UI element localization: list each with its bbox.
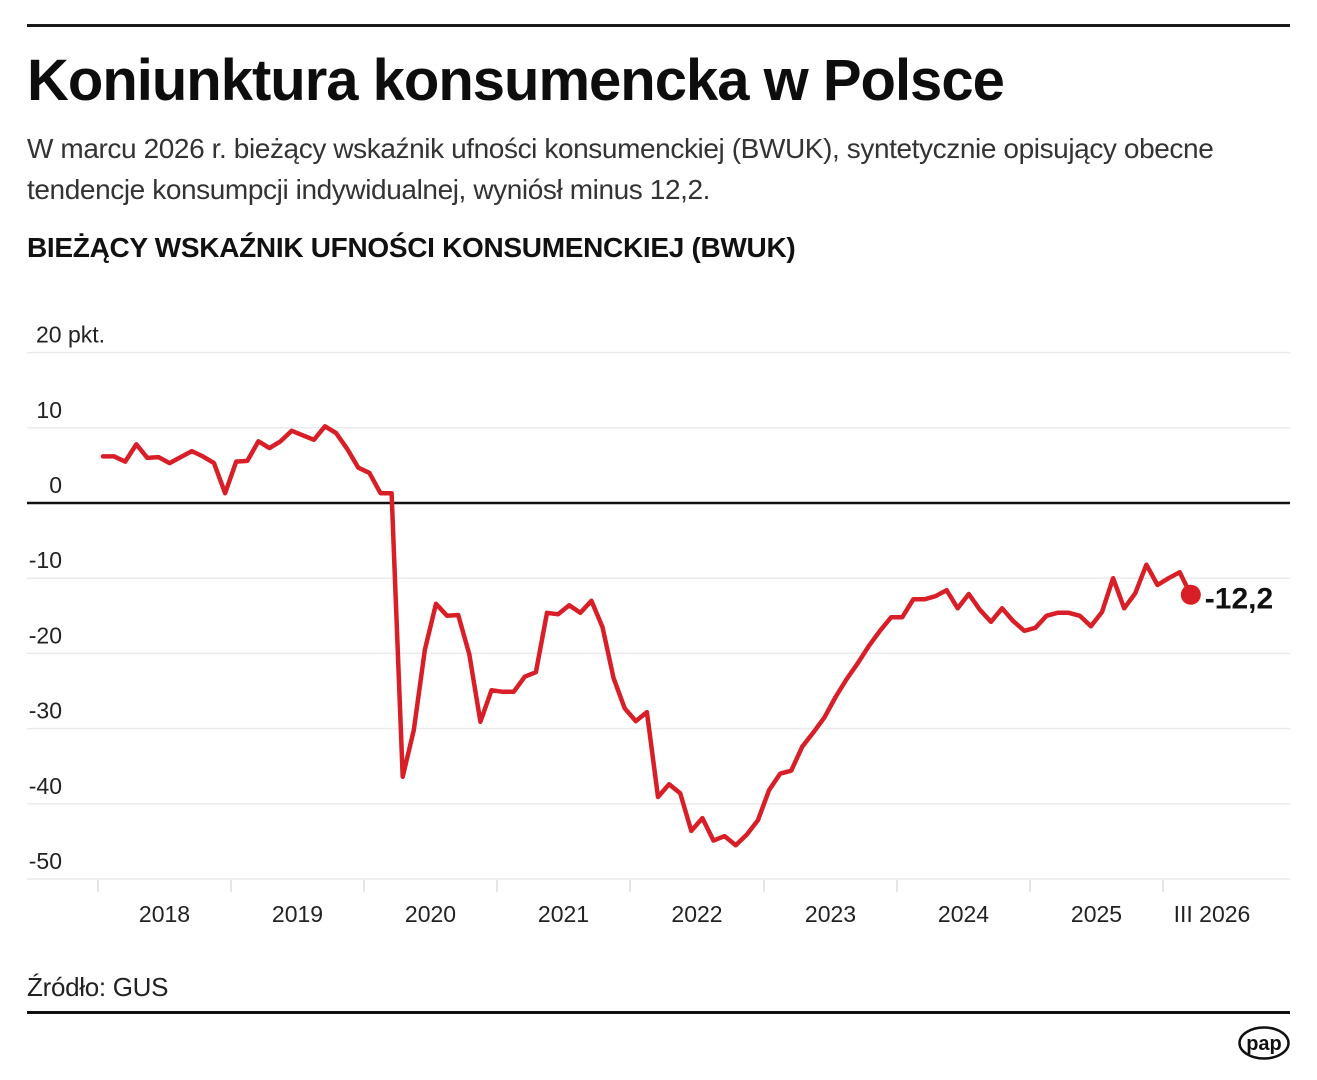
x-tick-label: 2019: [272, 901, 323, 927]
x-tick-label: 2023: [805, 901, 856, 927]
line-chart: 20 pkt.100-10-20-30-40-50 2018 2019 2020 20…: [27, 322, 1290, 927]
bwuk-line: [100, 424, 1194, 848]
source-note: Źródło: GUS: [27, 972, 169, 1002]
x-tick-label: 2020: [405, 901, 456, 927]
bottom-rule: [27, 1011, 1290, 1014]
lead-text: W marcu 2026 r. bieżący wskaźnik ufności…: [27, 133, 1214, 205]
last-value-label: -12,2: [1205, 583, 1273, 616]
page-title: Koniunktura konsumencka w Polsce: [27, 48, 1005, 113]
x-axis: 2018 2019 2020 2021 2022 2023 2024 2025 III 2026: [97, 880, 1251, 927]
x-tick-label: 2025: [1071, 901, 1122, 927]
y-tick-label: -20: [29, 622, 62, 648]
y-tick-label: -30: [29, 698, 62, 724]
x-tick-label: 2021: [538, 901, 589, 927]
last-value-marker: [1180, 584, 1201, 605]
y-tick-label: -50: [29, 848, 62, 874]
x-tick-label: 2022: [671, 901, 722, 927]
pap-logo-icon: pap: [1238, 1026, 1290, 1060]
x-tick-label: 2024: [938, 901, 989, 927]
top-rule: [27, 24, 1290, 27]
y-tick-label: 10: [36, 397, 62, 423]
chart-title: BIEŻĄCY WSKAŹNIK UFNOŚCI KONSUMENCKIEJ (…: [27, 232, 796, 263]
y-axis-labels: 20 pkt. 10 0 -10 -20 -30 -40 -50: [29, 322, 105, 874]
y-tick-label: 0: [49, 472, 62, 498]
x-tick-label: III 2026: [1174, 901, 1251, 927]
y-tick-label: 20 pkt.: [36, 322, 105, 348]
chart-grid: [27, 351, 1290, 880]
x-tick-label: 2018: [139, 901, 190, 927]
pap-logo-text: pap: [1246, 1033, 1282, 1055]
y-tick-label: -10: [29, 547, 62, 573]
y-tick-label: -40: [29, 773, 62, 799]
